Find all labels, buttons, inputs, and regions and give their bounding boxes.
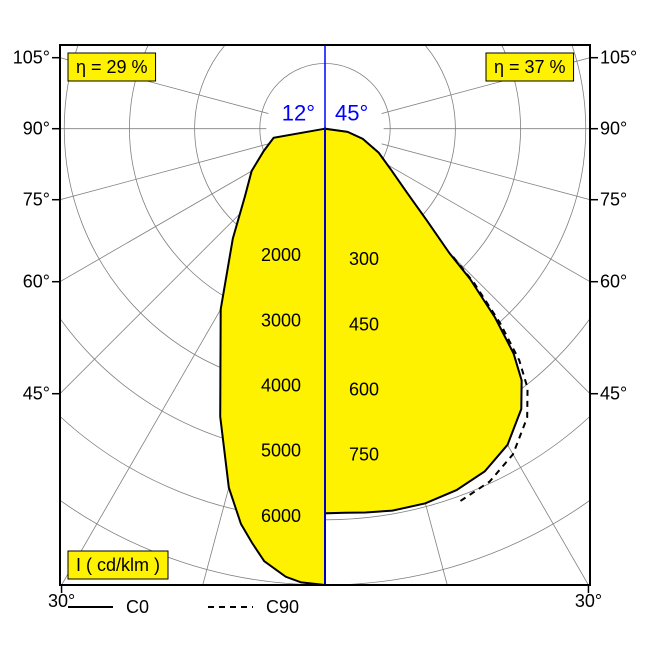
half-angle-left: 12° — [282, 101, 315, 126]
ring-label-left: 2000 — [261, 245, 301, 265]
legend-c90-label: C90 — [266, 597, 299, 617]
angle-label: 60° — [600, 272, 627, 292]
angle-label: 105° — [13, 48, 50, 68]
angle-label: 90° — [600, 119, 627, 139]
polar-svg: 12° 45° 2000 3000 4000 5000 6000 300 450 600 750 30… — [0, 0, 650, 650]
ring-label-right: 600 — [349, 379, 379, 399]
ring-label-right: 450 — [349, 314, 379, 334]
angle-label: 45° — [23, 384, 50, 404]
ring-label-left: 3000 — [261, 310, 301, 330]
angle-label: 105° — [600, 48, 637, 68]
legend-c0-label: C0 — [126, 597, 149, 617]
badge-eta-left-text: η = 29 % — [76, 57, 148, 77]
badge-units-text: I ( cd/klm ) — [76, 555, 160, 575]
ring-label-right: 300 — [349, 249, 379, 269]
polar-chart: 12° 45° 2000 3000 4000 5000 6000 300 450 600 750 30… — [0, 0, 650, 650]
ring-label-right: 750 — [349, 445, 379, 465]
angle-label: 75° — [600, 190, 627, 210]
ring-label-left: 5000 — [261, 441, 301, 461]
angle-label: 60° — [23, 272, 50, 292]
half-angle-right: 45° — [335, 101, 368, 126]
ring-label-left: 4000 — [261, 375, 301, 395]
angle-label: 45° — [600, 384, 627, 404]
ring-label-left: 6000 — [261, 506, 301, 526]
angle-label: 90° — [23, 119, 50, 139]
badge-eta-right-text: η = 37 % — [494, 57, 566, 77]
angle-label: 30° — [575, 591, 602, 611]
angle-label: 75° — [23, 190, 50, 210]
